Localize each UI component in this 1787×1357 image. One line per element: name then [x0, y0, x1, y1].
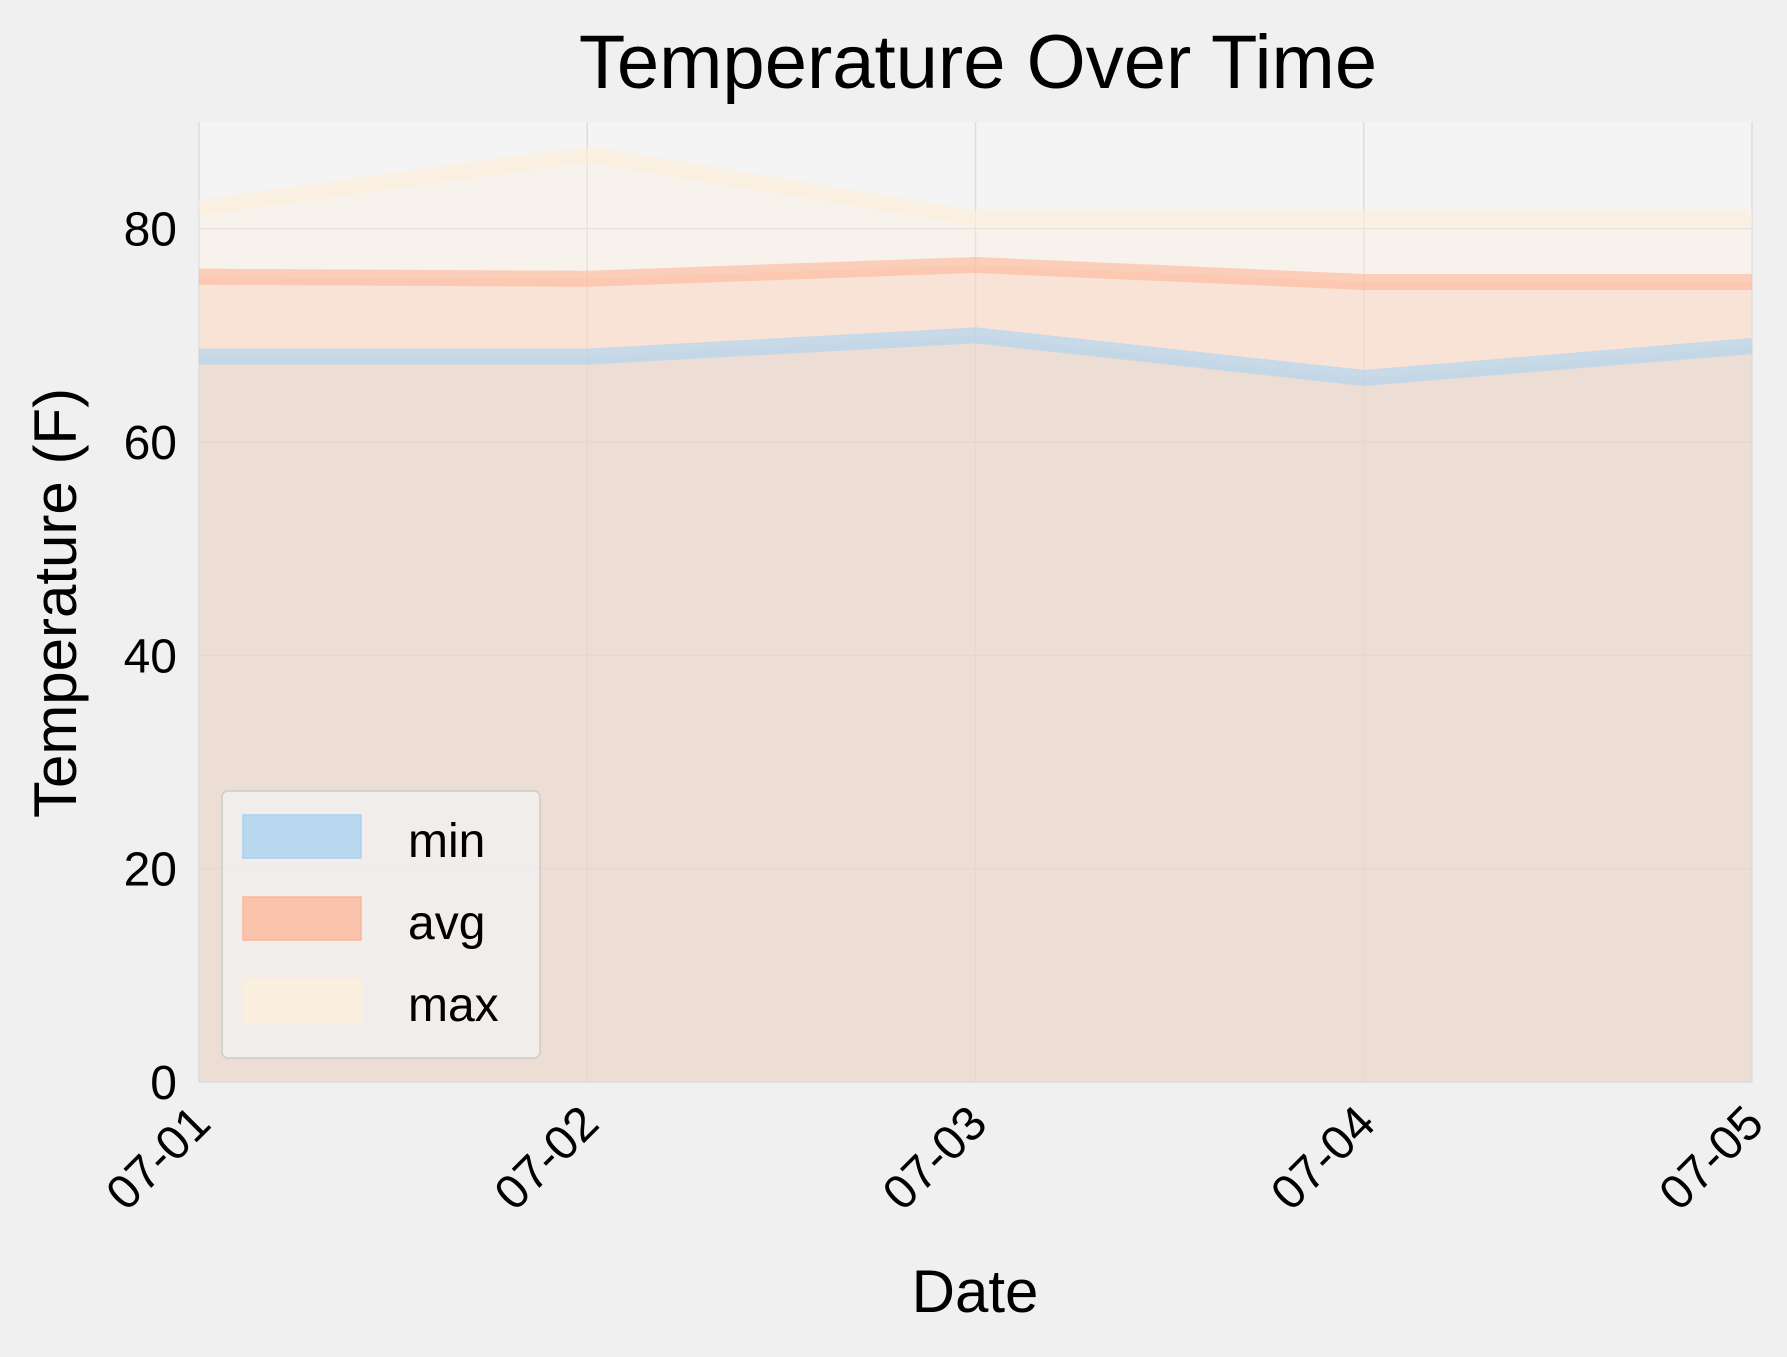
y-tick-label: 60	[124, 417, 177, 470]
legend-swatch-max	[242, 978, 362, 1023]
y-tick-label: 20	[124, 844, 177, 897]
chart-title: Temperature Over Time	[579, 20, 1377, 105]
legend-label-max: max	[408, 979, 499, 1032]
y-tick-label: 40	[124, 630, 177, 683]
y-tick-label: 80	[124, 204, 177, 257]
legend-swatch-min	[242, 814, 362, 859]
area-min	[199, 335, 1752, 1082]
line-avg	[198, 256, 1752, 290]
legend: min avg max	[221, 790, 541, 1059]
x-axis-label: Date	[912, 1258, 1039, 1325]
area-max	[199, 154, 1752, 1082]
series-lines	[197, 146, 1753, 386]
legend-label-min: min	[408, 815, 485, 868]
legend-swatch-avg	[242, 896, 362, 941]
area-avg	[199, 264, 1752, 1082]
y-tick-label: 0	[150, 1057, 177, 1110]
legend-label-avg: avg	[408, 897, 485, 950]
line-max	[197, 146, 1752, 226]
line-min	[199, 327, 1753, 386]
series-areas	[199, 154, 1752, 1082]
y-axis-label: Temperature (F)	[22, 388, 89, 818]
y-axis-ticks: 0 20 40 60 80	[124, 204, 177, 1110]
